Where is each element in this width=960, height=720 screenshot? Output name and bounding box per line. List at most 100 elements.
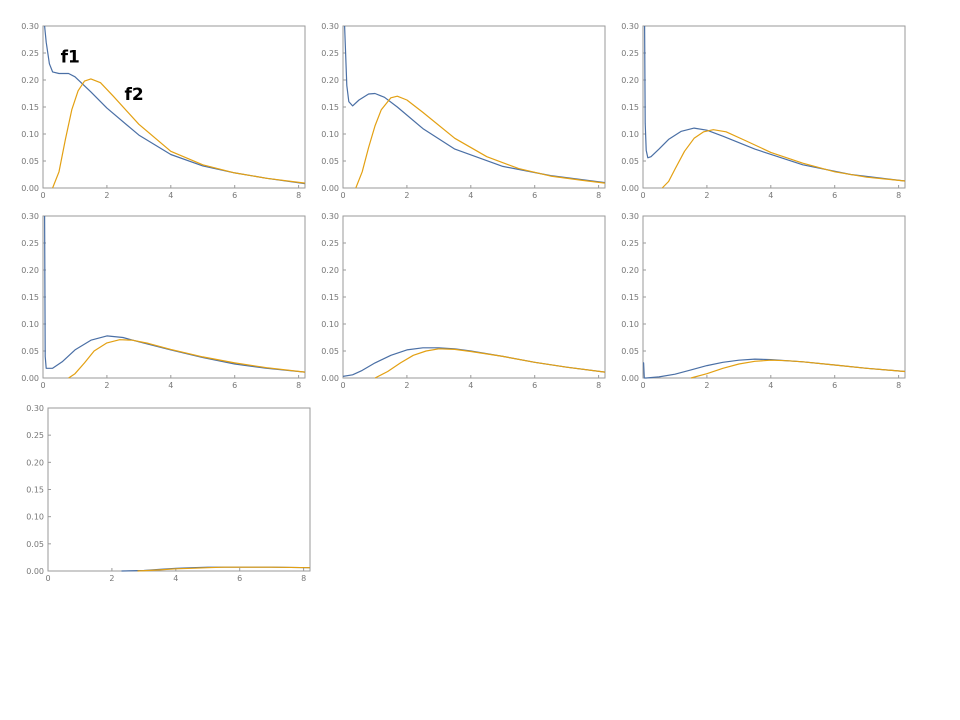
y-tick-label: 0.00 [321, 184, 339, 193]
y-tick-label: 0.20 [621, 76, 639, 85]
y-tick-label: 0.15 [21, 293, 39, 302]
series-line-f1 [643, 25, 906, 182]
y-tick-label: 0.10 [621, 320, 639, 329]
x-tick-label: 8 [296, 191, 301, 200]
x-tick-label: 4 [168, 191, 173, 200]
y-tick-label: 0.30 [321, 22, 339, 31]
series-line-f2 [355, 95, 606, 189]
series-line-f2 [374, 348, 606, 379]
series-annotation-label: f1 [61, 48, 80, 68]
y-tick-label: 0.30 [321, 212, 339, 221]
x-tick-label: 2 [109, 574, 114, 583]
plot-frame [342, 25, 606, 189]
y-tick-label: 0.10 [26, 513, 44, 522]
series-line-f2 [690, 359, 906, 379]
y-tick-label: 0.20 [21, 76, 39, 85]
y-tick-label: 0.10 [321, 320, 339, 329]
plot-frame [342, 215, 606, 379]
chart-panel-1: 0.00 0.05 0.10 0.15 0.20 0.25 0.30 0 2 4 6 8 f1 f2 [21, 22, 306, 200]
x-tick-label: 6 [532, 191, 537, 200]
chart-panel-6: 0.00 0.05 0.10 0.15 0.20 0.25 0.30 0 2 4 6 8 [621, 212, 906, 390]
x-tick-label: 0 [40, 381, 45, 390]
y-tick-label: 0.30 [621, 212, 639, 221]
y-tick-label: 0.05 [21, 347, 39, 356]
plot-frame [47, 407, 311, 572]
y-tick-label: 0.25 [321, 49, 339, 58]
x-tick-label: 2 [404, 381, 409, 390]
series-annotation-label: f2 [124, 85, 143, 105]
x-tick-label: 0 [640, 381, 645, 390]
plot-frame [642, 25, 906, 189]
y-tick-label: 0.00 [26, 567, 44, 576]
x-tick-label: 0 [340, 191, 345, 200]
x-tick-label: 2 [704, 381, 709, 390]
series-line-f2 [137, 566, 311, 572]
chart-panel-4: 0.00 0.05 0.10 0.15 0.20 0.25 0.30 0 2 4 6 8 [21, 212, 306, 390]
x-tick-label: 0 [40, 191, 45, 200]
plot-frame [642, 215, 906, 379]
y-tick-label: 0.30 [26, 404, 44, 413]
y-tick-label: 0.15 [21, 103, 39, 112]
x-tick-label: 4 [168, 381, 173, 390]
y-tick-label: 0.25 [621, 239, 639, 248]
y-tick-label: 0.10 [21, 320, 39, 329]
series-line-f2 [52, 78, 306, 189]
x-tick-label: 2 [104, 381, 109, 390]
x-tick-label: 6 [237, 574, 242, 583]
x-tick-label: 8 [896, 381, 901, 390]
chart-panel-5: 0.00 0.05 0.10 0.15 0.20 0.25 0.30 0 2 4 6 8 [321, 212, 606, 390]
y-tick-label: 0.20 [26, 458, 44, 467]
y-tick-label: 0.10 [621, 130, 639, 139]
y-tick-label: 0.15 [26, 486, 44, 495]
x-tick-label: 8 [596, 191, 601, 200]
series-line-f1 [44, 215, 306, 373]
y-tick-label: 0.05 [321, 157, 339, 166]
y-tick-label: 0.15 [321, 293, 339, 302]
y-tick-label: 0.00 [621, 184, 639, 193]
plot-frame [42, 215, 306, 379]
y-tick-label: 0.20 [21, 266, 39, 275]
plot-frame [42, 25, 306, 189]
x-tick-label: 2 [704, 191, 709, 200]
y-tick-label: 0.25 [321, 239, 339, 248]
y-tick-label: 0.30 [21, 22, 39, 31]
x-tick-label: 6 [832, 381, 837, 390]
y-tick-label: 0.05 [621, 347, 639, 356]
y-tick-label: 0.10 [21, 130, 39, 139]
x-tick-label: 0 [340, 381, 345, 390]
x-tick-label: 2 [104, 191, 109, 200]
y-tick-label: 0.25 [26, 431, 44, 440]
chart-panel-7: 0.00 0.05 0.10 0.15 0.20 0.25 0.30 0 2 4 6 8 [26, 404, 311, 583]
y-tick-label: 0.00 [321, 374, 339, 383]
y-tick-label: 0.15 [321, 103, 339, 112]
x-tick-label: 6 [832, 191, 837, 200]
y-tick-label: 0.30 [621, 22, 639, 31]
x-tick-label: 8 [301, 574, 306, 583]
y-tick-label: 0.15 [621, 103, 639, 112]
chart-panel-2: 0.00 0.05 0.10 0.15 0.20 0.25 0.30 0 2 4 6 8 [321, 22, 606, 200]
y-tick-label: 0.10 [321, 130, 339, 139]
x-tick-label: 0 [640, 191, 645, 200]
y-tick-label: 0.20 [321, 76, 339, 85]
y-tick-label: 0.00 [621, 374, 639, 383]
x-tick-label: 4 [768, 381, 773, 390]
x-tick-label: 4 [173, 574, 178, 583]
x-tick-label: 4 [768, 191, 773, 200]
x-tick-label: 4 [468, 381, 473, 390]
x-tick-label: 6 [232, 191, 237, 200]
y-tick-label: 0.25 [621, 49, 639, 58]
y-tick-label: 0.25 [21, 49, 39, 58]
y-tick-label: 0.05 [26, 540, 44, 549]
chart-panel-3: 0.00 0.05 0.10 0.15 0.20 0.25 0.30 0 2 4 6 8 [621, 22, 906, 200]
y-tick-label: 0.20 [621, 266, 639, 275]
series-line-f1 [344, 25, 606, 184]
x-tick-label: 6 [232, 381, 237, 390]
x-tick-label: 0 [45, 574, 50, 583]
x-tick-label: 8 [896, 191, 901, 200]
series-line-f1 [44, 25, 306, 185]
x-tick-label: 8 [596, 381, 601, 390]
x-tick-label: 6 [532, 381, 537, 390]
y-tick-label: 0.25 [21, 239, 39, 248]
y-tick-label: 0.00 [21, 374, 39, 383]
